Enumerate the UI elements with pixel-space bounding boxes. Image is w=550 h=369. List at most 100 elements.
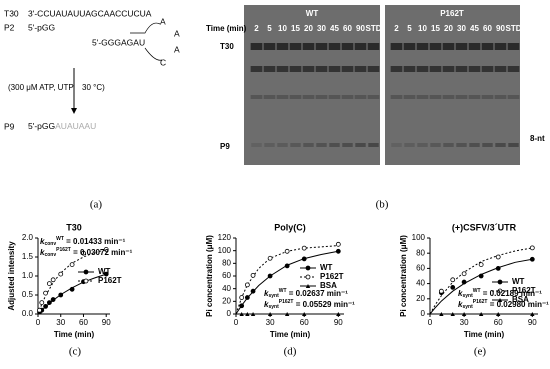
sequence: 5'-pGGAUAUAAU: [28, 121, 96, 131]
band: [481, 66, 494, 72]
band: [494, 95, 507, 99]
legend-label: P162T: [512, 286, 536, 295]
band: [302, 43, 315, 50]
band: [315, 43, 328, 50]
marker: [267, 273, 273, 279]
band: [404, 143, 415, 147]
band: [481, 95, 494, 99]
caption: (c): [69, 346, 82, 358]
annotation-part: WT: [56, 236, 64, 242]
annotation-part: = 0.03072 min⁻¹: [71, 248, 133, 257]
marker: [46, 300, 52, 306]
band: [303, 143, 314, 147]
band: [341, 43, 354, 50]
y-tick-label: 2.0: [22, 233, 34, 242]
marker: [43, 303, 48, 309]
band: [390, 66, 403, 72]
marker: [50, 277, 56, 283]
band: [507, 43, 520, 50]
x-axis-label: Time (min): [270, 330, 311, 339]
caption: (b): [376, 199, 389, 211]
band: [276, 66, 289, 72]
y-tick-label: 100: [218, 246, 232, 255]
annotation-part: synt: [268, 293, 279, 299]
annotation-part: k: [40, 237, 45, 246]
chart-title: (+)CSFV/3´UTR: [452, 222, 517, 232]
marker: [495, 265, 501, 271]
marker: [461, 271, 467, 277]
chart-title: Poly(C): [274, 222, 306, 232]
band: [442, 43, 455, 50]
y-tick-label: 120: [218, 233, 232, 242]
band: [263, 95, 276, 99]
band-label: P9: [220, 142, 230, 151]
band: [442, 66, 455, 72]
loop-base: A: [174, 28, 180, 38]
band: [390, 95, 403, 99]
band: [443, 143, 454, 147]
annotation-part: k: [40, 248, 45, 257]
annotation-part: = 0.02189 min⁻¹: [481, 289, 543, 298]
band: [508, 143, 519, 147]
gel-image: [244, 5, 380, 165]
legend-marker: [305, 274, 311, 280]
band: [390, 43, 403, 50]
caption: (e): [474, 346, 487, 358]
band: [469, 143, 480, 147]
annotation: ksyntWT = 0.02637 min⁻¹: [264, 288, 348, 299]
annotation-part: k: [458, 300, 463, 309]
band: [263, 43, 276, 50]
lane-label: 15: [431, 24, 440, 33]
band: [289, 66, 302, 72]
legend-marker: [305, 284, 311, 288]
x-tick-label: 30: [460, 318, 469, 327]
loop-base: A: [160, 16, 166, 26]
band: [468, 95, 481, 99]
marker: [239, 312, 244, 316]
band: [250, 66, 263, 72]
legend-marker: [83, 269, 89, 275]
hairpin-stem: 5'-GGGAGAU: [92, 37, 145, 47]
marker: [335, 248, 341, 254]
sequence: 3'-CCUAUAUUAGCAACCUCUA: [28, 8, 152, 18]
annotation-part: conv: [44, 252, 56, 258]
marker: [43, 290, 48, 296]
marker: [301, 245, 307, 251]
marker: [58, 292, 64, 298]
band: [316, 143, 327, 147]
band: [416, 95, 429, 99]
band: [495, 143, 506, 147]
band: [494, 43, 507, 50]
lane-label: 10: [418, 24, 427, 33]
gel-image: [385, 5, 520, 165]
band: [482, 143, 493, 147]
marker: [37, 307, 42, 313]
condition: 30 °C): [82, 83, 105, 92]
marker: [50, 297, 56, 302]
band: [403, 95, 416, 99]
marker: [239, 303, 245, 309]
marker: [450, 312, 455, 316]
marker: [69, 262, 75, 268]
gel-title: P162T: [440, 9, 464, 18]
band: [315, 95, 328, 99]
band: [455, 95, 468, 99]
marker: [244, 282, 250, 288]
x-tick-label: 60: [494, 318, 503, 327]
band: [250, 43, 263, 50]
y-tick-label: 0: [227, 309, 232, 318]
lane-label: 5: [407, 24, 412, 33]
y-tick-label: 20: [222, 296, 231, 305]
y-tick-label: 20: [416, 294, 425, 303]
x-tick-label: 60: [79, 318, 88, 327]
gel-title: WT: [306, 9, 319, 18]
legend-marker: [305, 265, 311, 271]
marker: [239, 295, 245, 300]
lane-label: 5: [267, 24, 272, 33]
y-tick-label: 0.5: [22, 290, 34, 299]
marker: [495, 254, 501, 260]
annotation-part: P162T: [279, 299, 294, 305]
lane-label: 90: [356, 24, 365, 33]
marker: [302, 312, 307, 316]
